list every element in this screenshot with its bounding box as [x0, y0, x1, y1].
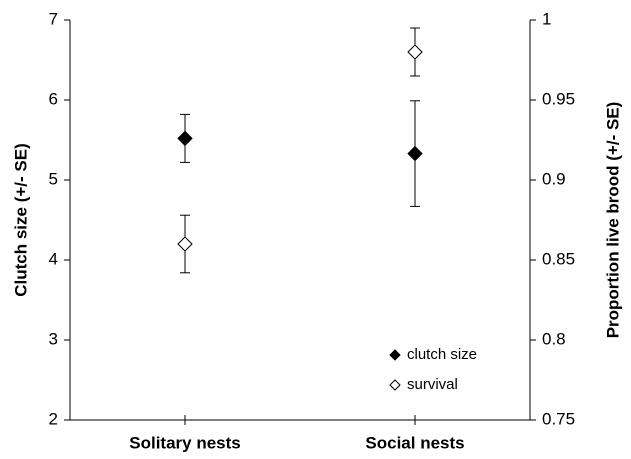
y2-tick-label: 0.8	[542, 329, 566, 348]
y2-tick-label: 0.95	[542, 89, 575, 108]
y-tick-label: 5	[49, 169, 58, 188]
y2-tick-label: 0.75	[542, 409, 575, 428]
y-tick-label: 3	[49, 329, 58, 348]
marker	[177, 130, 193, 147]
y-axis-title: Clutch size (+/- SE)	[11, 143, 30, 297]
y-tick-label: 2	[49, 409, 58, 428]
legend-marker	[389, 349, 401, 361]
x-tick-label: Solitary nests	[129, 433, 241, 452]
y2-tick-label: 0.85	[542, 249, 575, 268]
marker	[407, 145, 423, 162]
marker	[407, 44, 423, 60]
legend-label: survival	[407, 376, 458, 393]
y-tick-label: 6	[49, 89, 58, 108]
x-tick-label: Social nests	[365, 433, 464, 452]
legend-label: clutch size	[407, 346, 477, 363]
y2-axis-title: Proportion live brood (+/- SE)	[603, 102, 622, 339]
y-tick-label: 4	[49, 249, 58, 268]
y2-tick-label: 1	[542, 9, 551, 28]
y-tick-label: 7	[49, 9, 58, 28]
marker	[177, 236, 193, 252]
legend-marker	[389, 379, 401, 391]
y2-tick-label: 0.9	[542, 169, 566, 188]
